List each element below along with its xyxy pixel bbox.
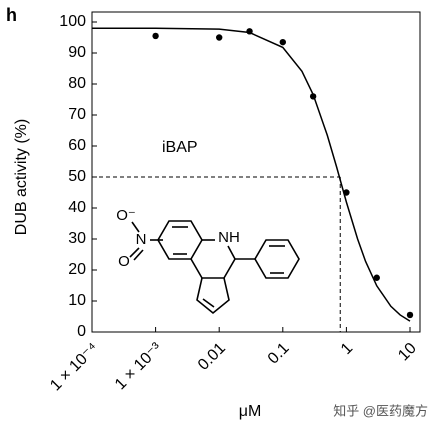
data-point bbox=[246, 28, 253, 35]
x-tick-label: 1 × 10⁻⁴ bbox=[47, 340, 102, 395]
x-tick-label: 0.01 bbox=[195, 340, 229, 374]
y-tick-label: 20 bbox=[68, 261, 86, 278]
y-tick-label: 80 bbox=[68, 75, 86, 92]
x-axis-label: μM bbox=[239, 403, 262, 420]
bond bbox=[131, 221, 140, 233]
atom-label: NH bbox=[218, 229, 240, 246]
bond bbox=[129, 247, 140, 258]
data-point bbox=[343, 189, 350, 196]
plot-frame bbox=[91, 11, 421, 333]
watermark: 知乎 @医药魔方 bbox=[333, 403, 428, 418]
data-point bbox=[406, 311, 414, 319]
data-point bbox=[373, 274, 380, 281]
data-point bbox=[309, 93, 317, 100]
y-tick-label: 10 bbox=[68, 292, 86, 309]
atom-label: O bbox=[118, 253, 130, 270]
y-tick-label: 100 bbox=[59, 13, 86, 30]
x-tick-label: 10 bbox=[395, 340, 420, 365]
y-tick-label: 50 bbox=[68, 168, 86, 185]
atom-label: O⁻ bbox=[116, 207, 136, 224]
y-tick-label: 70 bbox=[68, 106, 86, 123]
data-point bbox=[279, 38, 286, 46]
bond bbox=[133, 249, 144, 261]
bond bbox=[202, 298, 215, 308]
panel-label: h bbox=[6, 5, 17, 25]
y-tick-label: 30 bbox=[68, 230, 86, 247]
fit-curve bbox=[92, 27, 411, 322]
x-tick-label: 1 × 10⁻³ bbox=[112, 339, 166, 393]
y-tick-label: 40 bbox=[68, 199, 86, 216]
bond bbox=[196, 277, 230, 315]
data-point bbox=[216, 34, 223, 41]
atom-label: N bbox=[136, 231, 147, 248]
y-tick-label: 90 bbox=[68, 44, 86, 61]
data-point bbox=[152, 32, 159, 40]
annotation: iBAP bbox=[162, 139, 198, 156]
y-tick-label: 0 bbox=[77, 323, 86, 340]
bond bbox=[254, 239, 300, 279]
y-tick-label: 60 bbox=[68, 137, 86, 154]
chemical-structure: O⁻ N O NH bbox=[116, 207, 300, 315]
bond bbox=[190, 245, 236, 279]
x-tick-label: 1 bbox=[338, 340, 356, 358]
x-tick-label: 0.1 bbox=[265, 340, 293, 368]
y-axis-label: DUB activity (%) bbox=[13, 119, 30, 235]
